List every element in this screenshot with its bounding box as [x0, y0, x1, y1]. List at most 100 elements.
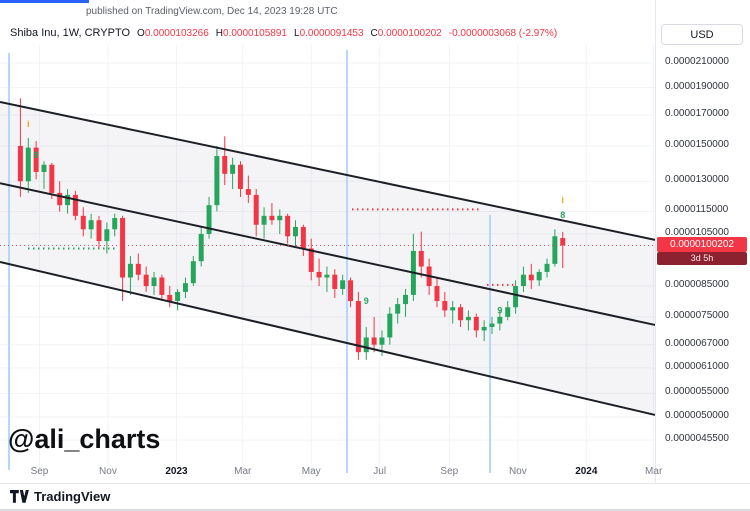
- low-value: 0.0000091453: [299, 28, 364, 39]
- close-value: 0.0000100202: [377, 28, 442, 39]
- candle-body: [245, 188, 251, 195]
- candle-body: [465, 316, 471, 321]
- candle-body: [33, 147, 39, 172]
- candle-body: [363, 337, 369, 353]
- candle-body: [300, 226, 306, 249]
- candle-body: [552, 236, 558, 264]
- price-tick-label: 0.0000130000: [665, 174, 729, 186]
- price-tick-label: 0.0000085000: [665, 279, 729, 291]
- time-tick-label: Mar: [645, 466, 663, 477]
- time-tick-label: Sep: [440, 466, 459, 477]
- symbol-title[interactable]: Shiba Inu, 1W, CRYPTO: [10, 27, 131, 39]
- ohlc-open: O0.0000103266: [137, 28, 209, 39]
- candle-body: [387, 313, 393, 338]
- time-tick-label: Nov: [99, 466, 117, 477]
- ohlc-low: L0.0000091453: [294, 28, 364, 39]
- candle-body: [135, 263, 141, 275]
- change-value: -0.0000003068 (-2.97%): [448, 28, 558, 39]
- time-axis[interactable]: Sep Nov 2023 Mar May Jul Sep Nov 2024 Mar: [0, 458, 663, 482]
- candle-body: [497, 316, 503, 324]
- candle-body: [293, 226, 298, 237]
- candle-body: [80, 215, 86, 230]
- td-sequential-mark: i: [561, 195, 564, 205]
- tradingview-logo-text[interactable]: TradingView: [34, 488, 111, 504]
- candle-body: [348, 280, 354, 301]
- td-sequential-mark: 9: [364, 296, 369, 306]
- candle-body: [324, 274, 330, 278]
- price-tick-label: 0.0000210000: [665, 56, 729, 67]
- candle-body: [442, 300, 448, 311]
- candle-body: [285, 215, 291, 237]
- high-label: H: [215, 28, 224, 39]
- channel-fill: [0, 101, 655, 415]
- chart-legend: Shiba Inu, 1W, CRYPTO O0.0000103266 H0.0…: [10, 27, 557, 39]
- candle-body: [17, 145, 23, 182]
- candle-body: [395, 304, 401, 314]
- time-tick-label: Nov: [508, 466, 527, 477]
- candle-body: [222, 156, 228, 174]
- price-tick-label: 0.0000050000: [665, 409, 729, 421]
- time-tick-label: Sep: [30, 466, 49, 477]
- candle-body: [489, 323, 495, 327]
- candle-body: [72, 194, 78, 216]
- price-tick-label: 0.0000190000: [665, 80, 729, 92]
- time-tick-label: Jul: [373, 466, 387, 477]
- candle-body: [536, 271, 542, 281]
- price-tick-label: 0.0000075000: [665, 309, 729, 321]
- candle-body: [505, 307, 511, 317]
- candle-body: [175, 291, 181, 301]
- ohlc-high: H0.0000105891: [216, 28, 287, 39]
- td-sequential-mark: 8: [560, 210, 565, 220]
- candle-body: [159, 277, 165, 295]
- candle-body: [230, 164, 236, 174]
- channel-line: [0, 261, 656, 416]
- ohlc-close: C0.0000100202: [371, 28, 442, 39]
- candle-body: [379, 337, 385, 345]
- td-sequential-mark: i: [27, 119, 30, 129]
- candle-body: [269, 215, 275, 221]
- price-tick-label: 0.0000067000: [665, 337, 729, 349]
- last-price-badge: 0.0000100202: [657, 237, 747, 253]
- high-value: 0.0000105891: [223, 28, 287, 39]
- published-banner-text: published on TradingView.com, Dec 14, 20…: [86, 6, 338, 17]
- candle-body: [261, 215, 267, 225]
- candle-body: [403, 294, 409, 305]
- candle-body: [481, 326, 487, 331]
- bar-countdown-badge: 3d 5h: [657, 252, 747, 266]
- top-accent-line: [0, 0, 89, 3]
- footer-divider: [0, 483, 750, 484]
- candle-body: [96, 220, 102, 242]
- candle-body: [520, 274, 526, 287]
- channel-line: [0, 100, 656, 241]
- candle-body: [513, 286, 519, 308]
- price-axis[interactable]: USD 0.0000210000 0.0000190000 0.0000170000…: [655, 0, 750, 483]
- footer: TradingView: [10, 488, 110, 504]
- candle-body: [206, 205, 212, 234]
- price-tick-label: 0.0000170000: [665, 108, 729, 120]
- tradingview-logo-icon[interactable]: [10, 489, 29, 503]
- time-tick-label: 2023: [165, 466, 188, 477]
- td-sequential-mark: 9: [497, 306, 502, 316]
- chart-canvas[interactable]: 9 9 9 8 i i: [0, 45, 656, 477]
- candle-body: [25, 147, 31, 182]
- candle-body: [190, 261, 196, 284]
- candle-body: [473, 316, 479, 331]
- candle-body: [277, 215, 283, 221]
- candle-body: [127, 263, 133, 278]
- candle-body: [560, 238, 566, 246]
- price-tick-label: 0.0000150000: [665, 138, 729, 150]
- close-label: C: [370, 28, 378, 39]
- candle-body: [371, 337, 377, 345]
- open-value: 0.0000103266: [144, 28, 209, 39]
- low-label: L: [294, 28, 300, 39]
- price-tick-label: 0.0000115000: [665, 204, 729, 216]
- candle-body: [418, 250, 424, 267]
- candle-body: [253, 194, 259, 225]
- price-tick-label: 0.0000061000: [665, 360, 729, 372]
- candle-body: [237, 164, 243, 189]
- td-sequential-mark: 9: [34, 150, 39, 160]
- currency-usd-button[interactable]: USD: [661, 24, 743, 45]
- candle-body: [198, 233, 204, 262]
- candle-body: [214, 156, 220, 206]
